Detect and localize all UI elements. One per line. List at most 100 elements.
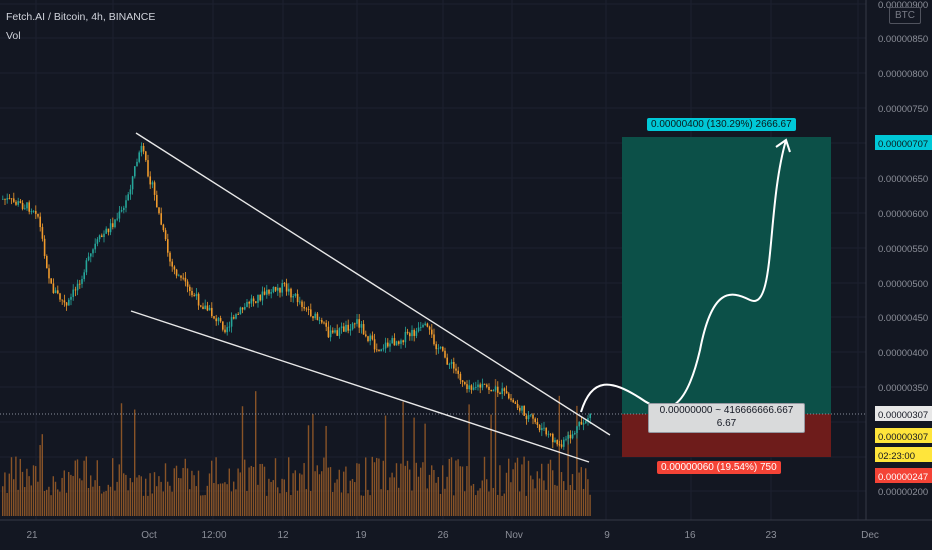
candle-body [26, 202, 28, 209]
candle-body [543, 427, 545, 429]
volume-bar [541, 463, 543, 516]
candle-body [92, 249, 94, 254]
volume-bar [351, 478, 354, 516]
target-label[interactable]: 0.00000400 (130.29%) 2666.67 [647, 118, 796, 131]
volume-bar [479, 488, 481, 516]
volume-bar [202, 495, 204, 516]
volume-bar [83, 460, 85, 516]
time-tick-label: Oct [141, 530, 157, 541]
volume-bar [554, 484, 556, 516]
volume-bar [510, 482, 512, 516]
candle-body [101, 235, 103, 238]
candle-body [376, 349, 378, 351]
candle-body [556, 440, 558, 445]
candle-body [222, 321, 224, 330]
candle-body [103, 233, 105, 238]
candle-body [13, 198, 15, 202]
candle-body [470, 385, 473, 390]
candle-body [360, 324, 363, 328]
candle-body [294, 293, 297, 297]
volume-bar [413, 417, 415, 516]
candle-body [109, 223, 112, 233]
candle-body [114, 219, 116, 228]
volume-bar [125, 474, 127, 516]
candle-body [554, 440, 556, 443]
symbol-legend[interactable]: Fetch.AI / Bitcoin, 4h, BINANCE [6, 11, 156, 23]
volume-bar [490, 414, 492, 516]
volume-bar [569, 485, 571, 516]
volume-bar [98, 485, 101, 516]
wedge-upper-trendline[interactable] [135, 132, 611, 436]
volume-bar [398, 487, 400, 516]
candle-body [479, 384, 481, 388]
candle-body [580, 421, 583, 425]
candle-body [52, 283, 55, 293]
candle-body [63, 300, 66, 303]
volume-bar [343, 471, 345, 516]
candle-body [281, 283, 283, 293]
time-scale[interactable]: 21 Oct 12:00 12 19 26 Nov 9 16 23 Dec [26, 530, 878, 541]
candle-body [455, 368, 457, 371]
volume-bar [349, 480, 351, 516]
volume-bar [547, 463, 549, 516]
candle-body [589, 413, 591, 419]
volume-legend[interactable]: Vol [6, 30, 21, 42]
volume-bar [17, 489, 19, 516]
candle-body [167, 239, 169, 253]
candle-body [512, 399, 514, 403]
candle-body [4, 198, 6, 200]
candle-body [118, 211, 121, 219]
candle-body [393, 338, 396, 346]
price-scale[interactable]: 0.00000900 0.00000850 0.00000800 0.00000750… [875, 0, 932, 498]
volume-bar [371, 456, 373, 516]
candle-body [206, 305, 209, 311]
candle-body [345, 324, 347, 332]
candle-body [391, 338, 393, 344]
volume-bar [514, 462, 516, 516]
volume-bar [279, 493, 281, 516]
volume-bar [76, 459, 79, 516]
volume-bar [431, 465, 433, 516]
volume-bar [206, 485, 208, 516]
candle-body [426, 323, 429, 327]
volume-bar [512, 469, 514, 516]
candle-body [173, 266, 176, 270]
candle-body [340, 326, 343, 329]
entry-label-box[interactable]: 0.00000000 ~ 416666666.667 6.67 [648, 403, 805, 433]
candle-body [120, 209, 123, 212]
candle-body [514, 402, 517, 404]
candle-body [468, 385, 470, 390]
currency-button[interactable]: BTC [889, 7, 921, 24]
time-tick-label: 21 [26, 530, 38, 541]
candle-body [211, 307, 213, 317]
candle-body [147, 160, 149, 177]
candle-body [492, 390, 495, 392]
stop-label[interactable]: 0.00000060 (19.54%) 750 [657, 461, 781, 474]
volume-bar [272, 480, 274, 516]
volume-bar [233, 481, 235, 516]
candle-body [400, 340, 402, 344]
candle-body [442, 346, 444, 351]
candle-body [145, 151, 147, 161]
projection-path[interactable] [580, 139, 787, 413]
volume-bar [534, 488, 536, 516]
candle-body [316, 313, 319, 321]
target-zone[interactable] [622, 137, 831, 414]
candle-body [497, 386, 499, 393]
volume-bar [28, 476, 30, 516]
volume-bar [52, 476, 54, 516]
volume-bar [222, 483, 224, 516]
wedge-lower-trendline[interactable] [130, 310, 590, 463]
candle-body [17, 201, 19, 205]
candle-body [343, 326, 345, 332]
candle-body [424, 323, 426, 326]
volume-bar [378, 458, 380, 516]
candle-body [499, 392, 501, 394]
volume-bar [285, 492, 288, 516]
candle-body [292, 296, 294, 298]
candle-body [332, 330, 334, 333]
volume-bar [266, 495, 268, 516]
price-tick-label: 02:23:00 [878, 451, 915, 462]
